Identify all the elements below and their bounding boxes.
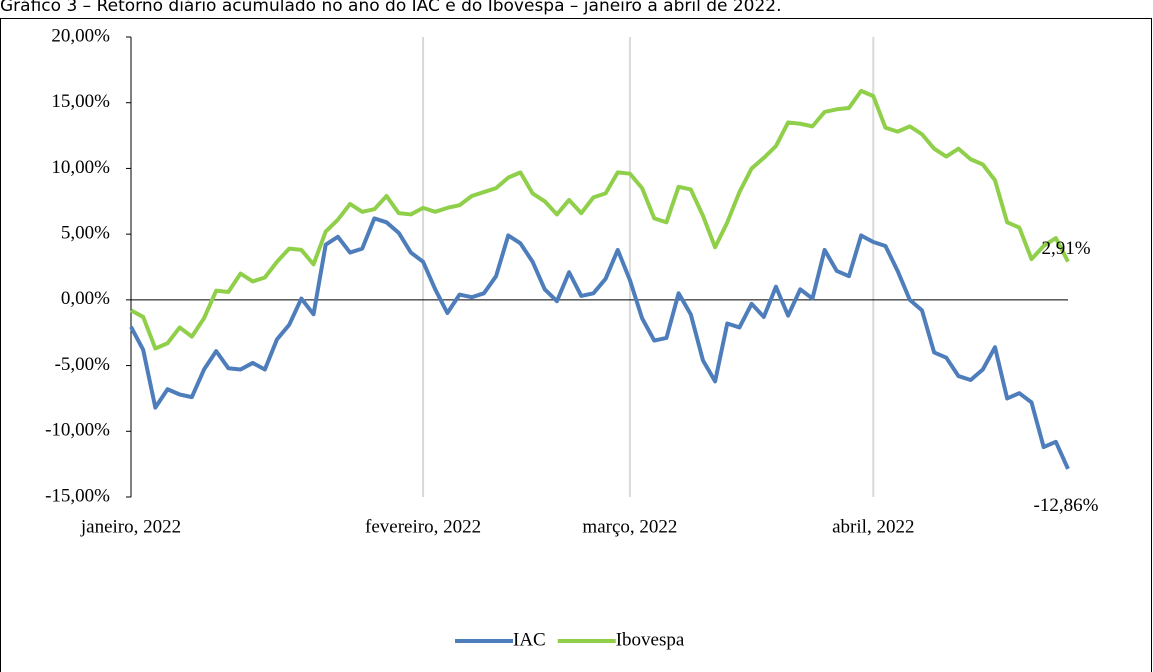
y-tick-label: 0,00% [61,288,110,309]
y-tick-label: -10,00% [45,420,110,441]
y-tick-label: 10,00% [51,157,110,178]
data-label: -12,86% [1034,495,1099,516]
x-tick-label: março, 2022 [582,516,677,537]
y-tick-label: 15,00% [51,91,110,112]
chart-title: Gráfico 3 – Retorno diário acumulado no … [0,0,782,16]
x-tick-label: abril, 2022 [832,516,914,537]
y-tick-label: -15,00% [45,485,110,506]
y-tick-label: -5,00% [55,354,111,375]
data-label: 2,91% [1041,238,1090,259]
series-line [129,216,1070,470]
chart-frame [0,18,1152,672]
legend-label: Ibovespa [616,629,685,650]
x-tick-label: janeiro, 2022 [80,516,181,537]
y-tick-label: 5,00% [61,223,110,244]
series-line [130,88,1070,351]
legend-label: IAC [513,629,546,650]
x-tick-label: fevereiro, 2022 [365,516,481,537]
y-tick-label: 20,00% [51,25,110,46]
